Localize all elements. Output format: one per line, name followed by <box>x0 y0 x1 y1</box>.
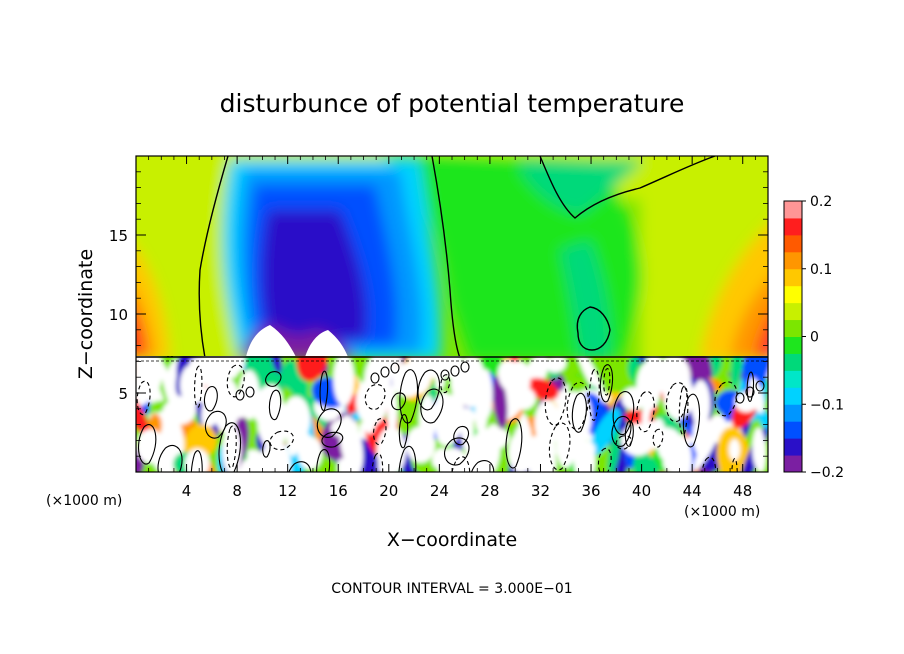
chart-title: disturbunce of potential temperature <box>220 89 685 118</box>
x-axis: 4 8 12 16 20 24 28 32 36 40 44 48 <box>148 156 756 500</box>
colorbar-segment <box>784 404 802 422</box>
colorbar-segment <box>784 455 802 473</box>
colorbar-segment <box>784 217 802 236</box>
colorbar-segment <box>784 268 802 287</box>
colorbar-labels: 0.2 0.1 0 −0.1 −0.2 <box>802 194 844 481</box>
colorbar-segment <box>784 353 802 371</box>
y-tick-label: 15 <box>109 227 128 245</box>
x-axis-label: X−coordinate <box>387 529 517 551</box>
lower-field <box>136 356 768 472</box>
y-axis-label: Z−coordinate <box>75 249 97 379</box>
colorbar-segment <box>784 421 802 439</box>
colorbar-tick-label: −0.1 <box>810 397 844 413</box>
x-unit-label-right: (×1000 m) <box>684 504 760 520</box>
x-tick-label: 16 <box>329 482 348 500</box>
x-tick-label: 44 <box>683 482 702 500</box>
colorbar-segment <box>784 370 802 388</box>
x-tick-label: 40 <box>632 482 651 500</box>
x-unit-label-left: (×1000 m) <box>46 493 122 509</box>
y-tick-label: 5 <box>118 385 128 403</box>
colorbar-tick-label: −0.2 <box>810 465 844 481</box>
colorbar-tick-label: 0.2 <box>810 194 832 210</box>
colorbar <box>784 201 802 473</box>
colorbar-segment <box>784 438 802 456</box>
upper-contours <box>198 156 716 359</box>
colorbar-segment <box>784 201 802 219</box>
colorbar-segment <box>784 387 802 405</box>
x-tick-label: 24 <box>430 482 449 500</box>
x-tick-label: 4 <box>182 482 192 500</box>
colorbar-segment <box>784 302 802 321</box>
plot-area <box>136 156 768 472</box>
x-tick-label: 48 <box>733 482 752 500</box>
colorbar-tick-label: 0 <box>810 330 819 346</box>
x-tick-label: 12 <box>278 482 297 500</box>
colorbar-segment <box>784 285 802 304</box>
x-tick-label: 28 <box>480 482 499 500</box>
colorbar-tick-label: 0.1 <box>810 262 832 278</box>
x-tick-label: 20 <box>379 482 398 500</box>
x-tick-label: 32 <box>531 482 550 500</box>
colorbar-segment <box>784 336 802 354</box>
x-tick-label: 36 <box>581 482 600 500</box>
colorbar-segment <box>784 251 802 270</box>
y-tick-label: 10 <box>109 306 128 324</box>
upper-field <box>136 156 768 356</box>
colorbar-segment <box>784 319 802 337</box>
colorbar-segment <box>784 234 802 253</box>
x-tick-label: 8 <box>232 482 242 500</box>
contour-interval-note: CONTOUR INTERVAL = 3.000E−01 <box>331 581 572 597</box>
y-axis: 5 10 15 <box>109 171 768 457</box>
